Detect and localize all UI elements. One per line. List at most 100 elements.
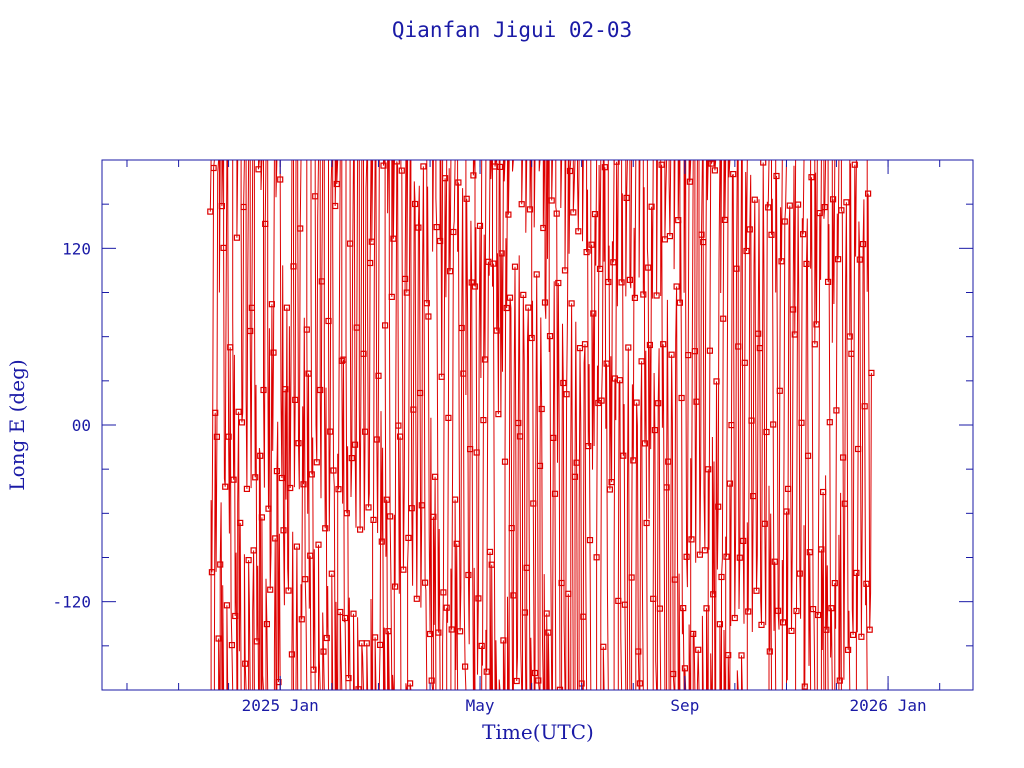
data-point bbox=[388, 293, 395, 300]
data-point bbox=[397, 433, 404, 440]
data-point bbox=[728, 422, 735, 429]
data-point bbox=[468, 279, 475, 286]
data-point bbox=[630, 457, 637, 464]
data-point bbox=[398, 167, 405, 174]
data-point bbox=[655, 400, 662, 407]
data-point bbox=[273, 468, 280, 475]
data-point bbox=[636, 680, 644, 687]
data-point bbox=[382, 322, 389, 329]
data-point bbox=[312, 193, 319, 200]
data-point bbox=[809, 605, 817, 613]
data-point bbox=[285, 587, 292, 594]
data-point bbox=[432, 473, 439, 480]
data-point bbox=[678, 394, 685, 402]
data-point bbox=[430, 513, 437, 520]
data-point bbox=[576, 345, 584, 352]
y-tick-label: 120 bbox=[62, 239, 91, 258]
data-point bbox=[736, 554, 743, 561]
series-line bbox=[209, 160, 872, 690]
data-point bbox=[403, 289, 410, 296]
data-point bbox=[328, 570, 335, 577]
data-point bbox=[859, 241, 867, 248]
data-point bbox=[580, 613, 587, 620]
data-point bbox=[838, 207, 845, 214]
data-point bbox=[718, 573, 725, 581]
data-point bbox=[323, 634, 330, 642]
data-point bbox=[758, 621, 765, 629]
data-point bbox=[500, 637, 507, 644]
data-point bbox=[260, 386, 267, 394]
data-point bbox=[287, 484, 294, 492]
data-point bbox=[300, 481, 307, 488]
data-point bbox=[533, 271, 540, 278]
data-point bbox=[793, 607, 800, 615]
data-point bbox=[298, 616, 305, 623]
data-point bbox=[781, 218, 788, 225]
data-point bbox=[417, 389, 424, 397]
data-point bbox=[367, 259, 374, 267]
data-point bbox=[558, 579, 565, 587]
data-point bbox=[755, 330, 762, 337]
data-point bbox=[438, 373, 445, 380]
data-point bbox=[393, 160, 400, 165]
data-point bbox=[305, 370, 312, 377]
data-point bbox=[365, 504, 372, 511]
data-point bbox=[770, 421, 777, 428]
data-point bbox=[834, 256, 842, 263]
data-point bbox=[357, 526, 364, 533]
data-point bbox=[750, 493, 757, 500]
data-point bbox=[530, 500, 537, 507]
data-point bbox=[526, 206, 534, 213]
data-point bbox=[263, 620, 270, 628]
data-point bbox=[343, 510, 350, 517]
data-point bbox=[252, 474, 259, 481]
data-point bbox=[265, 505, 272, 512]
data-point bbox=[493, 327, 500, 334]
data-point bbox=[233, 234, 240, 241]
data-point bbox=[232, 612, 239, 620]
data-point bbox=[258, 514, 265, 521]
data-point bbox=[823, 626, 830, 633]
data-point bbox=[215, 635, 222, 642]
data-point bbox=[608, 479, 615, 486]
data-point bbox=[272, 535, 279, 542]
data-point bbox=[591, 211, 599, 218]
data-point bbox=[290, 263, 297, 270]
data-point bbox=[613, 160, 620, 165]
data-point bbox=[866, 626, 873, 633]
data-point bbox=[761, 520, 768, 527]
data-point bbox=[751, 196, 758, 203]
data-point bbox=[663, 484, 670, 491]
data-point bbox=[208, 569, 215, 576]
x-axis-label: Time(UTC) bbox=[482, 720, 594, 744]
y-axis: 120 00 -120 bbox=[52, 203, 973, 647]
data-point bbox=[212, 409, 219, 416]
data-point bbox=[844, 646, 852, 654]
data-point bbox=[407, 680, 414, 687]
data-point bbox=[292, 396, 299, 403]
data-point bbox=[243, 485, 250, 492]
data-point bbox=[528, 334, 535, 342]
data-point bbox=[550, 434, 557, 441]
data-point bbox=[525, 304, 532, 311]
data-point bbox=[387, 513, 394, 520]
data-point bbox=[425, 313, 432, 320]
data-point bbox=[513, 677, 520, 685]
data-point bbox=[746, 226, 753, 233]
data-point bbox=[400, 566, 407, 573]
data-point bbox=[225, 433, 232, 440]
data-point bbox=[628, 574, 635, 581]
data-point bbox=[368, 238, 375, 245]
data-point bbox=[713, 378, 720, 385]
data-point bbox=[776, 387, 783, 394]
data-point bbox=[625, 344, 632, 351]
data-point bbox=[748, 417, 755, 424]
data-point bbox=[488, 561, 495, 568]
data-point bbox=[813, 321, 820, 328]
x-axis: 2025 Jan May Sep 2026 Jan bbox=[126, 160, 941, 715]
data-point bbox=[307, 552, 314, 559]
data-point bbox=[345, 674, 352, 682]
data-point bbox=[330, 467, 337, 474]
data-point bbox=[283, 304, 290, 311]
